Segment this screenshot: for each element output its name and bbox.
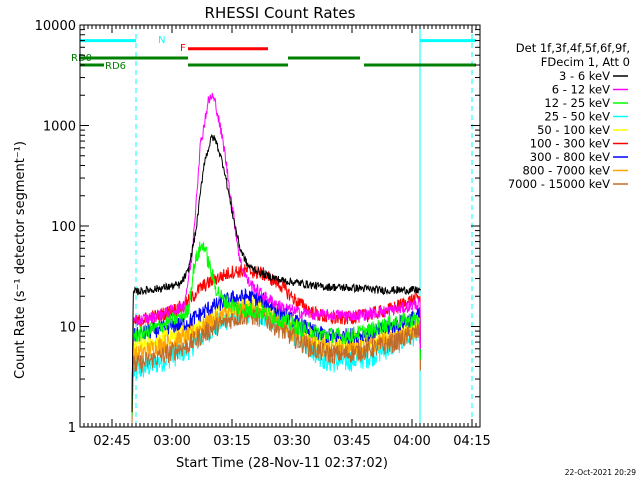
- f-flag-label: F: [180, 43, 186, 54]
- y-tick-label: 100: [51, 220, 76, 235]
- chart-title: RHESSI Count Rates: [205, 4, 356, 22]
- legend-entry-label: 7000 - 15000 keV: [508, 177, 610, 191]
- series-line: [131, 92, 421, 397]
- y-tick-label: 10000: [35, 19, 76, 34]
- legend-entry-label: 12 - 25 keV: [544, 96, 610, 110]
- legend-entry-label: 25 - 50 keV: [544, 110, 610, 124]
- x-tick-label: 03:45: [333, 434, 370, 449]
- y-axis-label: Count Rate (s⁻¹ detector segment⁻¹): [13, 141, 28, 379]
- legend-entry-label: 50 - 100 keV: [537, 123, 610, 137]
- legend-header-line1: Det 1f,3f,4f,5f,6f,9f,: [516, 41, 630, 55]
- series-lines: [131, 92, 421, 423]
- rd0-flag-label: RD0: [71, 53, 92, 64]
- x-tick-label: 03:30: [273, 434, 310, 449]
- y-tick-label: 10: [59, 321, 76, 336]
- legend-entry-label: 6 - 12 keV: [552, 83, 610, 97]
- series-line: [131, 241, 421, 416]
- series-line: [131, 305, 421, 423]
- x-axis-label: Start Time (28-Nov-11 02:37:02): [176, 456, 388, 471]
- axes: 02:45 03:00 03:15 03:30 03:45 04:00 04:15 1 10 10…: [35, 19, 491, 449]
- legend-header-line2: FDecim 1, Att 0: [541, 55, 630, 69]
- x-tick-label: 04:15: [453, 434, 490, 449]
- attenuator-annotations: N F RD0 RD6: [71, 25, 476, 427]
- legend-entry-label: 300 - 800 keV: [530, 150, 610, 164]
- y-tick-label: 1: [68, 421, 76, 436]
- x-tick-label: 02:45: [93, 434, 130, 449]
- x-tick-label: 03:00: [153, 434, 190, 449]
- rd6-flag-label: RD6: [105, 61, 126, 72]
- y-tick-label: 1000: [43, 120, 76, 135]
- x-tick-label: 04:00: [393, 434, 430, 449]
- legend-entry-label: 100 - 300 keV: [530, 137, 610, 151]
- legend-entry-label: 3 - 6 keV: [559, 69, 610, 83]
- series-line: [131, 134, 421, 413]
- n-flag-label: N: [158, 35, 165, 46]
- legend-entry-label: 800 - 7000 keV: [522, 164, 610, 178]
- x-tick-label: 03:15: [213, 434, 250, 449]
- footer-date: 22-Oct-2021 20:29: [565, 468, 636, 477]
